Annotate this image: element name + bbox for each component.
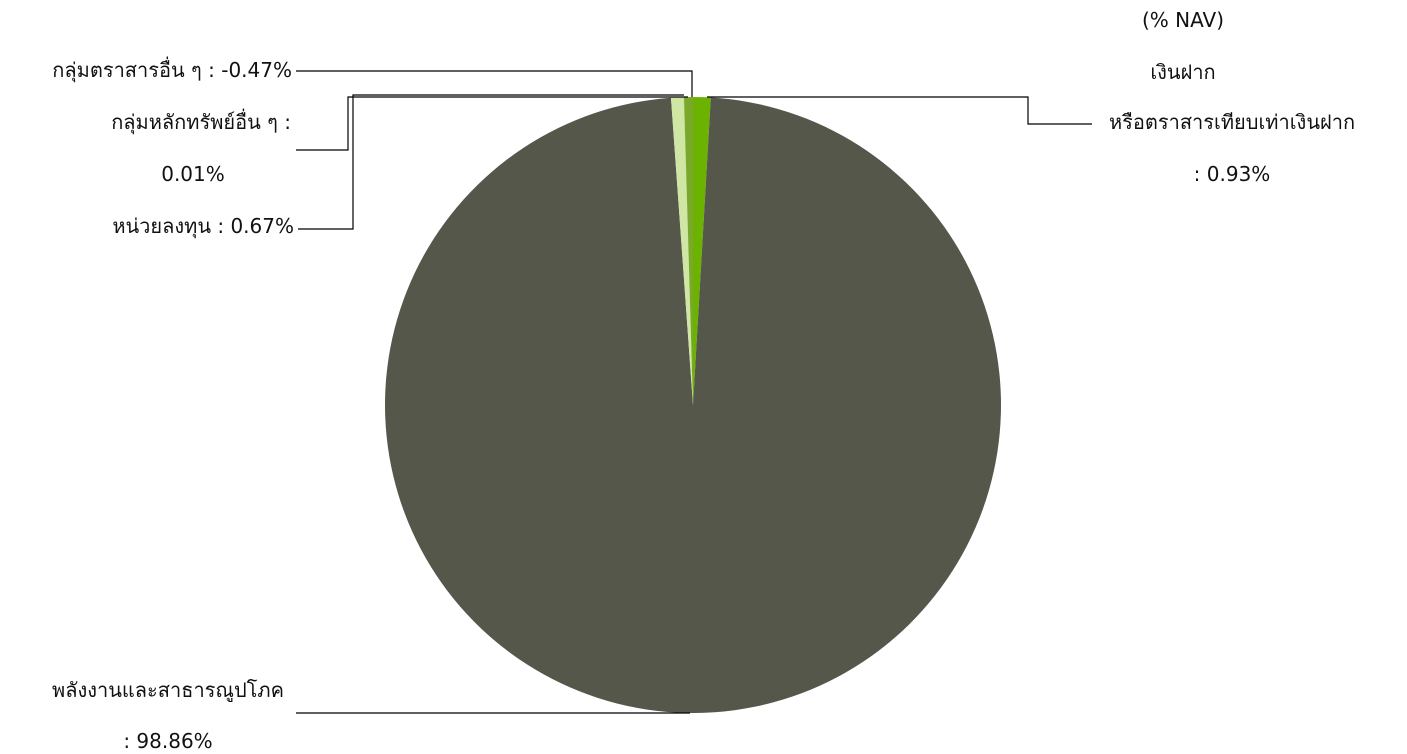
label-investment-units-name: หน่วยลงทุน — [112, 214, 211, 239]
label-deposit-value: : 0.93% — [1194, 162, 1271, 186]
label-investment-units: หน่วยลงทุน : 0.67% — [112, 214, 294, 239]
leader-other-instruments — [296, 71, 692, 97]
label-other-instruments: กลุ่มตราสารอื่น ๆ : -0.47% — [52, 56, 292, 83]
pie-slices — [385, 97, 1001, 713]
label-deposit-line2: หรือตราสารเทียบเท่าเงินฝาก — [1109, 110, 1355, 134]
label-other-securities-name: กลุ่มหลักทรัพย์อื่น ๆ : — [111, 108, 291, 135]
unit-note: (% NAV) — [1142, 8, 1224, 32]
label-deposit-line1: เงินฝาก — [1150, 60, 1215, 84]
label-other-instruments-name: กลุ่มตราสารอื่น ๆ — [52, 56, 201, 83]
label-other-securities-value: 0.01% — [161, 162, 225, 186]
label-energy-utilities-name: พลังงานและสาธารณูปโภค — [52, 678, 284, 703]
label-energy-utilities-value: : 98.86% — [123, 729, 212, 753]
label-investment-units-value: : 0.67% — [211, 214, 294, 238]
label-other-instruments-value: : -0.47% — [202, 58, 292, 82]
